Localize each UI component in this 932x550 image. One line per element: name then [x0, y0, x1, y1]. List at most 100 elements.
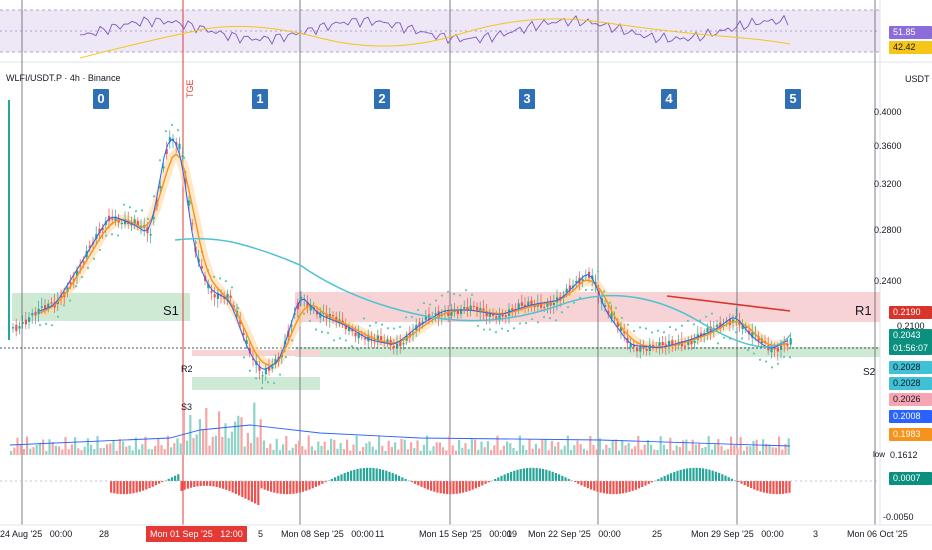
macd-bar: [474, 481, 477, 489]
volume-bar: [618, 450, 621, 455]
candle-body: [200, 266, 203, 269]
candle-body: [664, 344, 667, 347]
psar-dot: [116, 234, 120, 237]
volume-bar: [419, 450, 422, 455]
volume-bar: [230, 431, 233, 455]
volume-bar: [752, 441, 755, 455]
psar-dot: [338, 337, 342, 340]
macd-bar: [702, 468, 705, 481]
volume-bar: [650, 444, 653, 455]
volume-bar: [259, 419, 262, 455]
candle-body: [671, 340, 674, 346]
volume-bar: [384, 450, 387, 455]
macd-bar: [561, 475, 564, 481]
candle-body: [114, 216, 117, 221]
candle-body: [770, 348, 773, 353]
candle-body: [620, 326, 623, 332]
candle-body: [223, 297, 226, 299]
volume-bar: [118, 438, 121, 455]
volume-bar: [502, 445, 505, 455]
volume-bar: [675, 445, 678, 455]
date-tick-6: Mon 15 Sep '25 00:00: [419, 529, 512, 539]
volume-bar: [576, 440, 579, 455]
macd-bar: [462, 481, 465, 493]
candle-body: [402, 343, 405, 345]
volume-bar: [717, 439, 720, 455]
macd-bar: [442, 481, 445, 494]
volume-bar: [397, 449, 400, 455]
cycle-dividers: [21, 0, 876, 525]
volume-bar: [646, 439, 649, 455]
volume-bar: [765, 443, 768, 455]
psar-dot: [662, 331, 666, 334]
psar-dot: [440, 294, 444, 297]
macd-bar: [295, 481, 298, 494]
volume-bar: [605, 444, 608, 455]
macd-bar: [263, 481, 266, 490]
last-price-badge[interactable]: 0.2043 01:56:07: [889, 329, 932, 355]
macd-bar: [657, 479, 660, 481]
psar-dot: [134, 210, 138, 213]
candle-body: [517, 303, 520, 310]
psar-dot: [452, 292, 456, 296]
macd-bar: [359, 468, 362, 481]
macd-bar: [676, 470, 679, 481]
s2-support-zone: [295, 347, 880, 357]
candle-body: [741, 323, 744, 329]
volume-bar: [355, 435, 358, 455]
macd-bar: [506, 473, 509, 481]
volume-bar: [509, 443, 512, 455]
macd-bar: [682, 469, 685, 481]
volume-bar: [58, 446, 61, 455]
volume-bar: [723, 450, 726, 455]
macd-bar: [350, 470, 353, 481]
volume-bar: [285, 435, 288, 455]
macd-bar: [394, 474, 397, 481]
macd-bar: [404, 478, 407, 481]
currency-label[interactable]: USDT: [905, 74, 930, 84]
macd-bar: [138, 481, 141, 492]
tge-label: TGE: [185, 79, 195, 98]
volume-bar: [301, 446, 304, 455]
candle-body: [261, 375, 264, 377]
volume-bar: [61, 449, 64, 455]
macd-bar: [420, 481, 423, 487]
psar-dot: [704, 315, 708, 318]
candle-body: [780, 345, 783, 350]
candle-body: [88, 245, 91, 248]
volume-bar: [707, 436, 710, 455]
psar-dot: [434, 299, 438, 302]
macd-bar: [340, 474, 343, 481]
macd-bar: [234, 481, 237, 494]
macd-bar: [212, 481, 215, 487]
psar-dot: [110, 233, 114, 236]
r2-label: R2: [181, 364, 193, 374]
volume-bar: [90, 444, 93, 455]
macd-bar: [334, 477, 337, 481]
volume-bar: [93, 449, 96, 455]
r1-price-badge: 0.2190: [889, 306, 932, 319]
candle-body: [632, 344, 635, 348]
psar-dot: [374, 321, 378, 324]
ticker-header[interactable]: WLFI/USDT.P · 4h · Binance: [6, 73, 120, 83]
psar-dot: [260, 386, 264, 390]
volume-bar: [678, 447, 681, 455]
candle-body: [229, 295, 232, 298]
psar-dot: [128, 206, 132, 209]
macd-bar: [465, 481, 468, 492]
date-tick-4-label: Mon 08 Sep '25: [281, 529, 344, 539]
date-tick-6-label: Mon 15 Sep '25: [419, 529, 482, 539]
volume-bar: [554, 446, 557, 455]
volume-bar: [134, 437, 137, 455]
candle-body: [40, 306, 43, 308]
volume-bar: [16, 437, 19, 455]
volume-bar: [374, 449, 377, 455]
psar-dot: [530, 317, 534, 321]
macd-bar: [158, 481, 161, 484]
date-tick-6-time: 00:00: [489, 529, 512, 539]
psar-dot: [524, 321, 528, 325]
macd-bar: [609, 481, 612, 495]
macd-bar: [356, 468, 359, 481]
volume-bar: [246, 432, 249, 455]
